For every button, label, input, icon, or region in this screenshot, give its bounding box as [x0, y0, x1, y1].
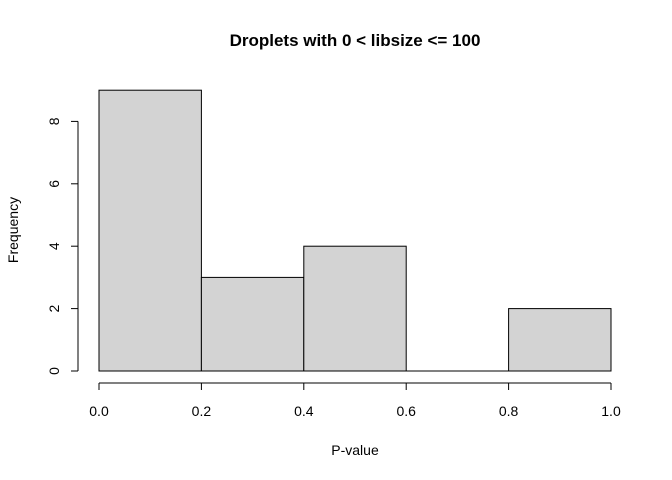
y-tick-label: 2 — [46, 304, 62, 312]
histogram-bar — [98, 89, 202, 372]
x-tick-label: 0.6 — [396, 403, 416, 419]
x-tick-label: 0.2 — [192, 403, 212, 419]
y-axis: 0 2 4 6 8 — [46, 117, 79, 375]
x-tick-label: 1.0 — [601, 403, 621, 419]
x-tick-label: 0.0 — [89, 403, 109, 419]
y-tick-label: 6 — [46, 180, 62, 188]
histogram-bar — [303, 245, 407, 372]
x-tick-label: 0.8 — [499, 403, 519, 419]
bars-group — [98, 89, 612, 372]
histogram-bar — [200, 276, 305, 372]
y-tick-label: 8 — [46, 117, 62, 125]
x-tick-label: 0.4 — [294, 403, 314, 419]
y-axis-label: Frequency — [5, 197, 21, 263]
x-axis: 0.0 0.2 0.4 0.6 0.8 1.0 — [89, 382, 621, 419]
y-tick-label: 0 — [46, 367, 62, 375]
x-axis-label: P-value — [331, 442, 379, 458]
chart-title: Droplets with 0 < libsize <= 100 — [230, 31, 481, 50]
histogram-bar — [508, 308, 612, 372]
y-tick-label: 4 — [46, 242, 62, 250]
